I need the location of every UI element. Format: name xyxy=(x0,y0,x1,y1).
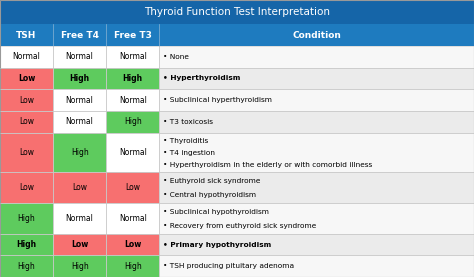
Text: • TSH producing pituitary adenoma: • TSH producing pituitary adenoma xyxy=(163,263,294,269)
Bar xyxy=(53,255,106,277)
Text: • Thyroiditis: • Thyroiditis xyxy=(163,138,208,144)
Bar xyxy=(53,172,106,203)
Bar xyxy=(53,234,106,255)
Text: High: High xyxy=(71,148,89,157)
Text: Normal: Normal xyxy=(119,148,146,157)
Bar xyxy=(106,234,159,255)
Text: Low: Low xyxy=(71,240,88,249)
Bar xyxy=(159,111,474,133)
Text: Condition: Condition xyxy=(292,30,341,40)
Bar xyxy=(159,68,474,89)
Bar xyxy=(159,133,474,172)
Bar xyxy=(53,111,106,133)
Text: High: High xyxy=(123,74,143,83)
Text: High: High xyxy=(70,74,90,83)
Text: • None: • None xyxy=(163,54,189,60)
Bar xyxy=(106,172,159,203)
Bar xyxy=(106,111,159,133)
Text: Normal: Normal xyxy=(66,117,93,126)
Bar xyxy=(0,133,53,172)
Bar xyxy=(0,24,474,46)
Bar xyxy=(0,111,53,133)
Text: Normal: Normal xyxy=(66,96,93,105)
Text: • Hyperthyroidism: • Hyperthyroidism xyxy=(163,76,240,81)
Bar xyxy=(159,255,474,277)
Text: Low: Low xyxy=(125,183,140,192)
Bar xyxy=(106,255,159,277)
Text: High: High xyxy=(17,240,36,249)
Bar xyxy=(106,68,159,89)
Bar xyxy=(0,234,53,255)
Bar xyxy=(0,255,53,277)
Text: • Central hypothyroidism: • Central hypothyroidism xyxy=(163,192,256,198)
Bar xyxy=(53,46,106,68)
Text: • T3 toxicosis: • T3 toxicosis xyxy=(163,119,213,125)
Bar xyxy=(159,172,474,203)
Text: Normal: Normal xyxy=(66,52,93,61)
Text: • T4 ingestion: • T4 ingestion xyxy=(163,150,215,156)
Text: High: High xyxy=(71,262,89,271)
Text: High: High xyxy=(124,117,142,126)
Text: TSH: TSH xyxy=(17,30,36,40)
Bar xyxy=(159,89,474,111)
Bar xyxy=(159,203,474,234)
Text: Low: Low xyxy=(18,74,35,83)
Text: Thyroid Function Test Interpretation: Thyroid Function Test Interpretation xyxy=(144,7,330,17)
Text: Normal: Normal xyxy=(13,52,40,61)
Bar xyxy=(0,203,53,234)
Text: • Euthyroid sick syndrome: • Euthyroid sick syndrome xyxy=(163,178,260,184)
Text: Free T3: Free T3 xyxy=(114,30,152,40)
Text: Normal: Normal xyxy=(119,214,146,223)
Bar xyxy=(53,68,106,89)
Bar xyxy=(159,46,474,68)
Bar xyxy=(106,133,159,172)
Bar xyxy=(0,68,53,89)
Text: Low: Low xyxy=(19,148,34,157)
Bar xyxy=(0,46,53,68)
Text: Normal: Normal xyxy=(119,96,146,105)
Text: Low: Low xyxy=(19,183,34,192)
Text: High: High xyxy=(18,214,36,223)
Text: Low: Low xyxy=(19,96,34,105)
Text: High: High xyxy=(124,262,142,271)
Bar xyxy=(106,46,159,68)
Text: • Subclinical hyperthyroidism: • Subclinical hyperthyroidism xyxy=(163,97,272,103)
Bar xyxy=(106,203,159,234)
Bar xyxy=(0,89,53,111)
Bar xyxy=(53,203,106,234)
Text: • Subclinical hypothyroidism: • Subclinical hypothyroidism xyxy=(163,209,269,215)
Text: Free T4: Free T4 xyxy=(61,30,99,40)
Text: Low: Low xyxy=(72,183,87,192)
Bar xyxy=(53,89,106,111)
Text: Low: Low xyxy=(124,240,141,249)
Text: • Primary hypothyroidism: • Primary hypothyroidism xyxy=(163,242,271,248)
Text: High: High xyxy=(18,262,36,271)
Bar xyxy=(0,0,474,24)
Text: • Hyperthyroidism in the elderly or with comorbid illness: • Hyperthyroidism in the elderly or with… xyxy=(163,162,372,168)
Text: Normal: Normal xyxy=(66,214,93,223)
Bar xyxy=(106,89,159,111)
Text: • Recovery from euthyroid sick syndrome: • Recovery from euthyroid sick syndrome xyxy=(163,223,316,229)
Bar xyxy=(0,172,53,203)
Bar xyxy=(159,234,474,255)
Bar xyxy=(53,133,106,172)
Text: Low: Low xyxy=(19,117,34,126)
Text: Normal: Normal xyxy=(119,52,146,61)
